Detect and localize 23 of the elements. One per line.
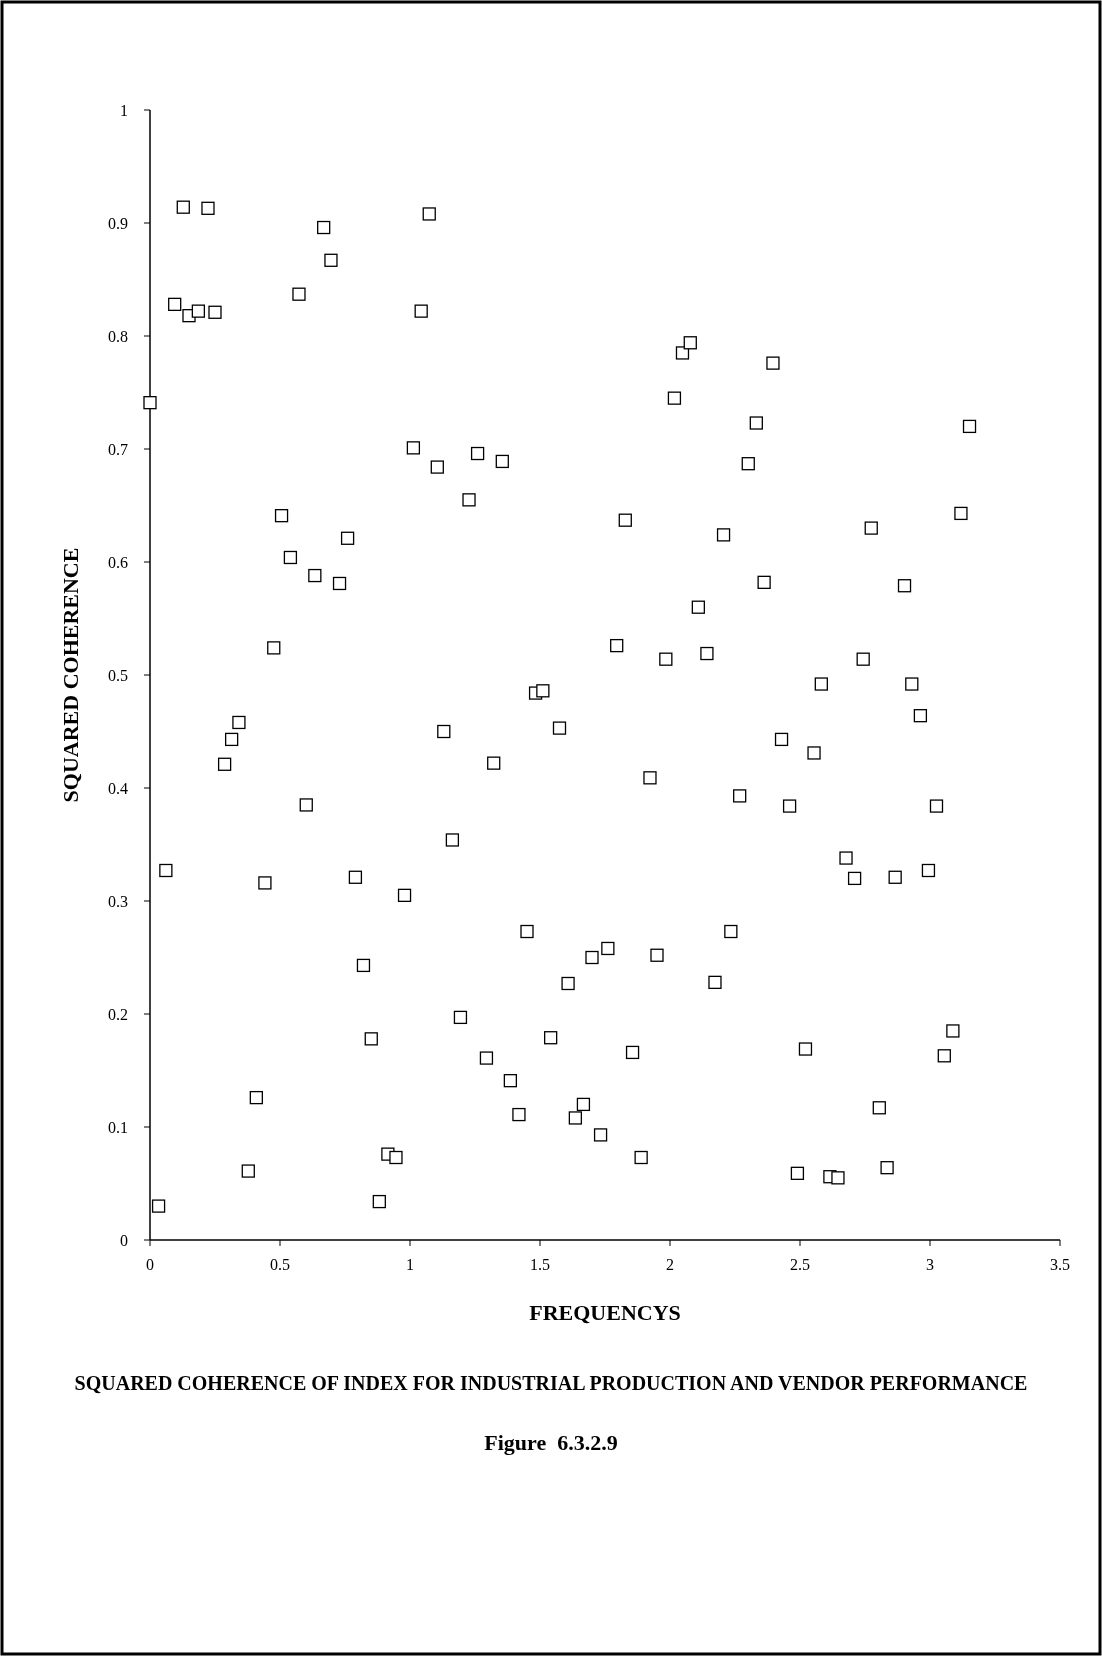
y-tick-label: 0.7 — [108, 440, 128, 458]
x-tick-label: 0.5 — [270, 1256, 290, 1273]
x-tick-label: 2 — [666, 1256, 674, 1273]
text: SQUARED COHERENCE OF INDEX FOR INDUSTRIAL PRODUCTION AND VENDOR PERFORMANCE — [74, 1372, 1028, 1394]
x-tick-label: 3.5 — [1050, 1256, 1070, 1273]
y-tick-label: 0 — [120, 1231, 128, 1249]
y-tick-label: 0.4 — [108, 779, 128, 797]
x-tick-label: 2.5 — [790, 1256, 810, 1273]
y-axis-title: SQUARED COHERENCE — [57, 547, 83, 803]
y-tick-label: 1 — [120, 101, 128, 119]
y-tick-label: 0.9 — [108, 214, 128, 232]
x-axis-title: FREQUENCYS — [529, 1300, 681, 1325]
y-tick-label: 0.3 — [108, 892, 128, 910]
y-tick-label: 0.5 — [108, 666, 128, 684]
x-tick-label: 0 — [146, 1256, 154, 1273]
caption: Figure 6.3.2.9 — [484, 1430, 618, 1455]
x-tick-label: 1.5 — [530, 1256, 550, 1273]
x-tick-label: 1 — [406, 1256, 414, 1273]
y-tick-label: 0.2 — [108, 1005, 128, 1023]
y-tick-label: 0.6 — [108, 553, 128, 571]
y-tick-label: 0.8 — [108, 327, 128, 345]
x-tick-label: 3 — [926, 1256, 934, 1273]
y-tick-label: 0.1 — [108, 1118, 128, 1136]
